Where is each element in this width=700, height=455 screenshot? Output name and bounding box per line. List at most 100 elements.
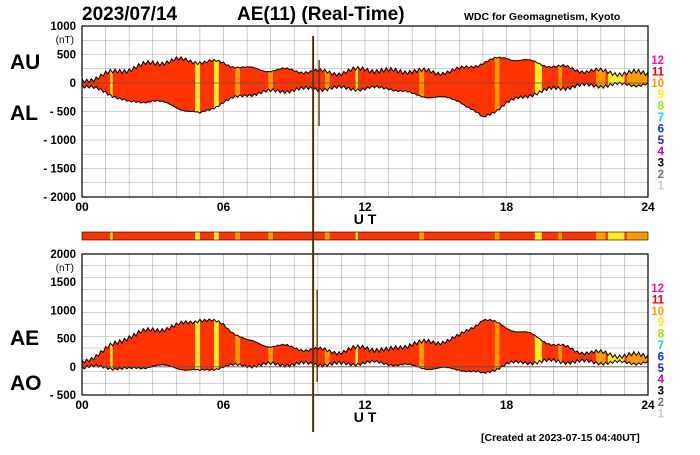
strip-segment	[268, 232, 274, 240]
activity-band	[235, 56, 241, 117]
strip-segment	[607, 232, 625, 240]
y-tick-label: - 2000	[43, 192, 76, 204]
legend-number: 10	[651, 78, 664, 90]
legend-number: 4	[658, 146, 665, 158]
activity-band	[355, 56, 358, 117]
plot-title: AE(11) (Real-Time)	[237, 4, 405, 25]
x-axis-label: U T	[354, 409, 377, 425]
x-tick-label: 06	[217, 200, 231, 214]
strip-segment	[195, 232, 200, 240]
date-title: 2023/07/14	[82, 4, 178, 25]
y-unit-label: (nT)	[56, 35, 74, 46]
x-tick-label: 12	[358, 398, 372, 412]
legend-number: 5	[658, 135, 665, 147]
series-ao-line	[81, 357, 649, 374]
strip-frame	[81, 231, 649, 241]
x-tick-label: 00	[75, 398, 89, 412]
x-axis-label: U T	[354, 211, 377, 227]
strip-base	[82, 232, 648, 240]
strip-segment	[558, 232, 562, 240]
legend-number: 12	[651, 55, 664, 67]
activity-band	[534, 56, 542, 117]
data-source-credit: WDC for Geomagnetism, Kyoto	[464, 11, 621, 23]
activity-band	[558, 56, 562, 117]
strip-segment	[419, 232, 424, 240]
y-tick-label: - 1000	[43, 135, 76, 147]
ae-label: AE	[10, 327, 40, 350]
activity-band	[558, 318, 562, 374]
legend-number: 5	[658, 363, 665, 375]
legend-number: 12	[651, 283, 664, 295]
series-ae-line	[81, 318, 649, 364]
x-tick-label: 18	[500, 200, 514, 214]
x-tick-label: 18	[500, 398, 514, 412]
series-au-line	[81, 55, 649, 84]
activity-band	[110, 56, 113, 117]
y-tick-label: - 500	[50, 107, 76, 119]
envelope-fill	[82, 56, 648, 117]
created-timestamp: [Created at 2023-07-15 04:40UT]	[481, 432, 640, 444]
y-tick-label: 500	[57, 50, 76, 62]
y-tick-label: 1500	[50, 277, 76, 289]
activity-band	[419, 56, 424, 117]
y-tick-label: 0	[70, 362, 76, 374]
strip-segment	[110, 232, 113, 240]
legend-number: 1	[658, 180, 665, 192]
ao-label: AO	[10, 372, 42, 395]
y-tick-label: 1000	[50, 21, 76, 33]
x-tick-label: 12	[358, 200, 372, 214]
activity-band	[195, 318, 200, 374]
legend-number: 8	[658, 101, 665, 113]
legend-number: 9	[658, 89, 664, 101]
y-tick-label: 500	[57, 334, 76, 346]
legend-number: 11	[652, 66, 665, 78]
legend-number: 2	[658, 169, 664, 181]
legend-number: 7	[658, 340, 664, 352]
x-tick-label: 06	[217, 398, 231, 412]
legend-number: 7	[658, 112, 664, 124]
legend-number: 8	[658, 329, 665, 341]
al-label: AL	[10, 102, 38, 125]
strip-segment	[626, 232, 648, 240]
y-tick-label: 1000	[50, 305, 76, 317]
activity-band	[214, 56, 219, 117]
y-tick-label: - 500	[50, 390, 76, 402]
y-tick-label: - 1500	[43, 164, 76, 176]
strip-segment	[596, 232, 606, 240]
legend-number: 10	[651, 306, 664, 318]
y-unit-label: (nT)	[56, 263, 74, 274]
activity-band	[235, 318, 241, 374]
strip-segment	[235, 232, 241, 240]
chart-panel-1: 1000 500 0 - 500 - 1000 - 1500 - 2000 (nT) 00 06 1…	[43, 21, 664, 227]
envelope-fill	[82, 318, 648, 374]
y-tick-label: 0	[70, 78, 76, 90]
legend-number: 3	[658, 386, 664, 398]
plot-frame	[81, 25, 649, 198]
x-tick-label: 00	[75, 200, 89, 214]
series-al-line	[81, 81, 649, 118]
legend-number: 6	[658, 123, 664, 135]
activity-band	[195, 56, 200, 117]
au-label: AU	[10, 51, 41, 74]
legend-number: 2	[658, 397, 664, 409]
x-tick-label: 24	[641, 200, 655, 214]
legend-number: 6	[658, 351, 664, 363]
legend-number: 3	[658, 158, 664, 170]
activity-band	[110, 318, 113, 374]
activity-band	[494, 56, 500, 117]
x-tick-label: 24	[641, 398, 655, 412]
activity-band	[214, 318, 219, 374]
strip-segment	[324, 232, 330, 240]
plot-frame	[81, 253, 649, 396]
strip-segment	[494, 232, 500, 240]
activity-band	[534, 318, 542, 374]
legend-number: 4	[658, 374, 665, 386]
strip-segment	[534, 232, 542, 240]
legend-number: 9	[658, 317, 664, 329]
y-tick-label: 2000	[50, 249, 76, 261]
activity-band	[494, 318, 500, 374]
strip-segment	[355, 232, 358, 240]
